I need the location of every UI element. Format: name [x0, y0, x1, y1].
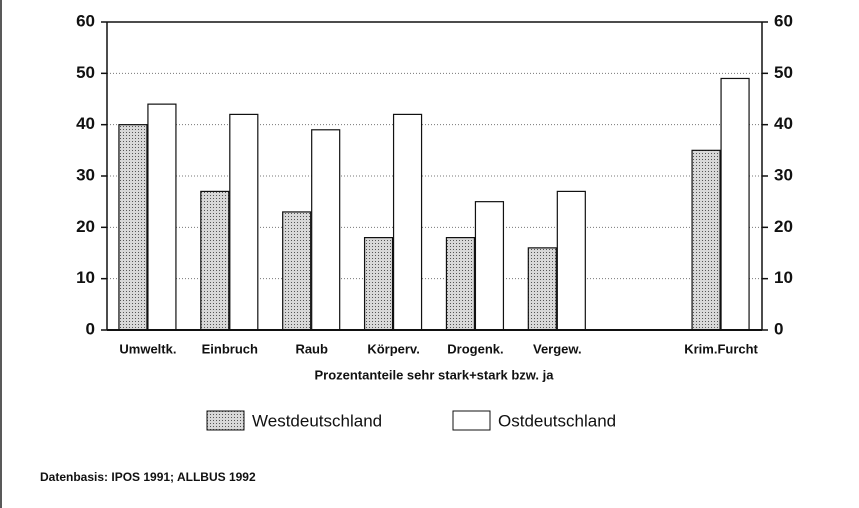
bar	[445, 237, 476, 331]
x-tick-label: Umweltk.	[119, 341, 176, 356]
y-tick-label: 60	[76, 11, 95, 30]
bar	[363, 237, 394, 331]
x-tick-label: Körperv.	[367, 341, 420, 356]
bar	[556, 190, 586, 331]
bar	[392, 113, 423, 331]
y2-tick-label: 30	[774, 165, 793, 184]
bar	[147, 103, 177, 331]
bar	[527, 247, 557, 331]
legend-label: Ostdeutschland	[498, 411, 616, 430]
bar	[282, 211, 312, 331]
bar	[229, 113, 259, 331]
x-axis-label: Prozentanteile sehr stark+stark bzw. ja	[314, 367, 554, 382]
legend-swatch	[452, 410, 491, 431]
y-tick-label: 30	[76, 165, 95, 184]
note: Datenbasis: IPOS 1991; ALLBUS 1992	[40, 470, 256, 484]
y2-tick-label: 50	[774, 63, 793, 82]
y-tick-label: 50	[76, 63, 95, 82]
y2-tick-label: 0	[774, 319, 783, 338]
legend-swatch	[206, 410, 245, 431]
x-tick-label: Vergew.	[533, 341, 582, 356]
y2-tick-label: 60	[774, 11, 793, 30]
bar	[311, 129, 341, 331]
legend-label: Westdeutschland	[252, 411, 382, 430]
bar	[118, 124, 148, 331]
y2-tick-label: 20	[774, 217, 793, 236]
y-tick-label: 0	[86, 319, 95, 338]
x-tick-label: Drogenk.	[447, 341, 503, 356]
bar	[720, 77, 750, 331]
x-tick-label: Krim.Furcht	[684, 341, 758, 356]
x-tick-label: Raub	[295, 341, 328, 356]
y-tick-label: 20	[76, 217, 95, 236]
y-tick-label: 40	[76, 114, 95, 133]
y2-tick-label: 10	[774, 268, 793, 287]
bar	[200, 190, 230, 331]
bar	[691, 149, 721, 331]
x-tick-label: Einbruch	[202, 341, 258, 356]
bar	[474, 201, 505, 331]
y-tick-label: 10	[76, 268, 95, 287]
y2-tick-label: 40	[774, 114, 793, 133]
